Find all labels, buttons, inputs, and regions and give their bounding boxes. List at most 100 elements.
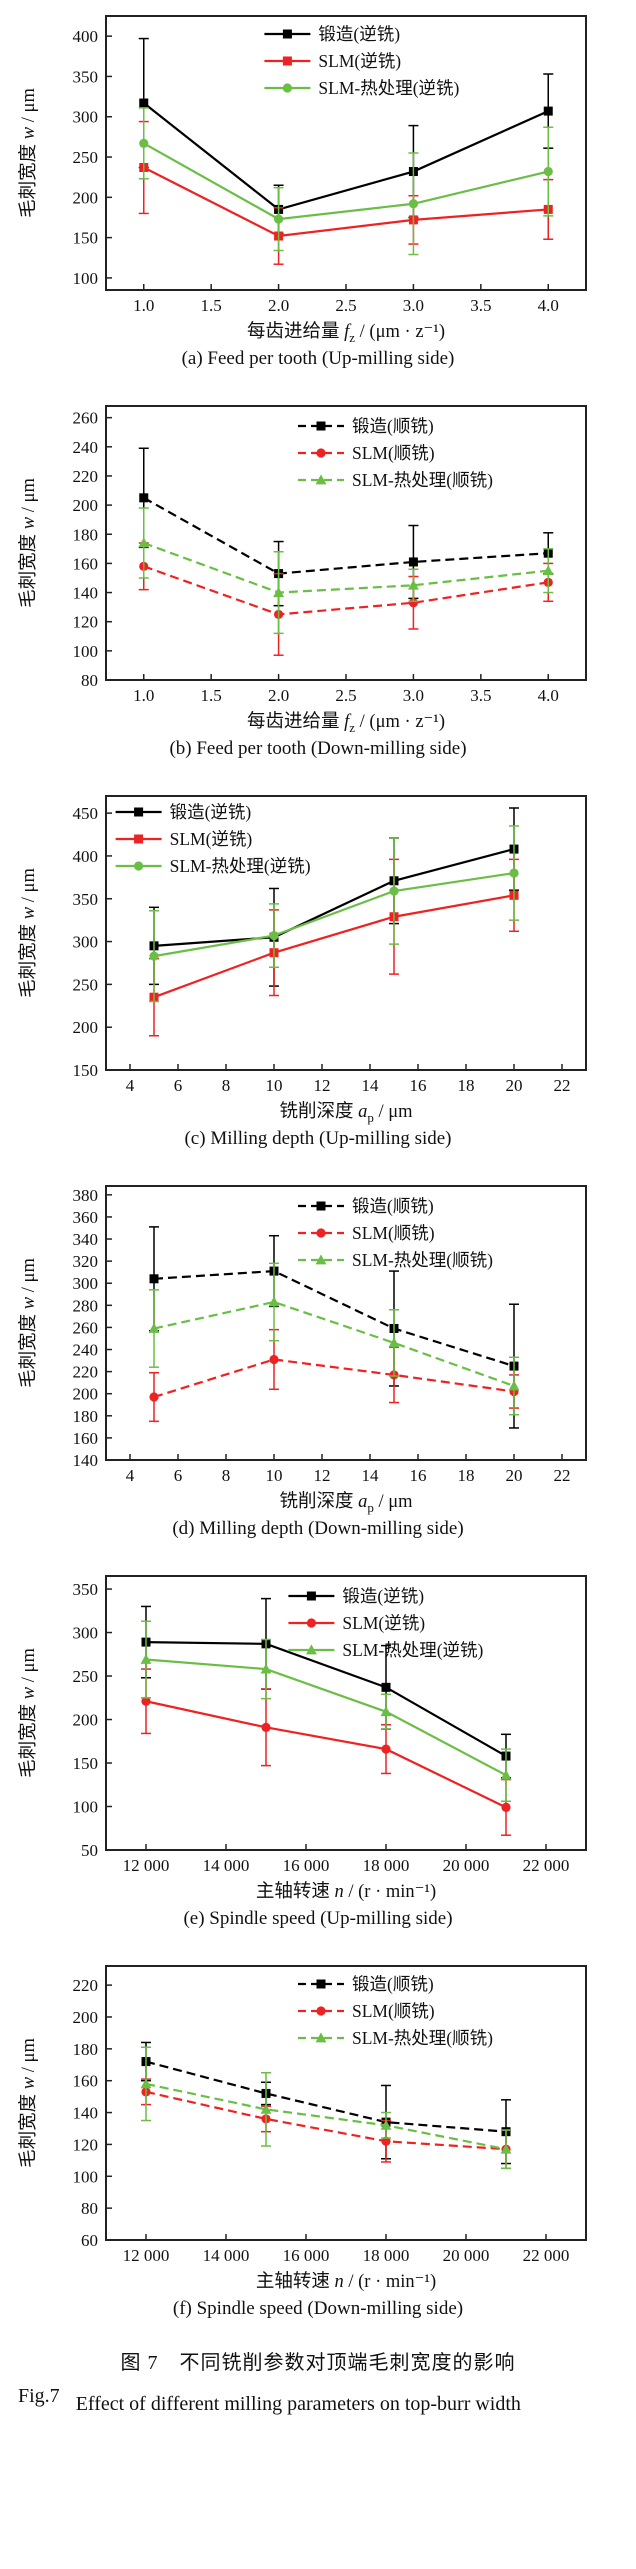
svg-text:18 000: 18 000 [363,1856,410,1875]
svg-text:150: 150 [73,229,99,248]
svg-text:每齿进给量 fz / (μm · z⁻¹): 每齿进给量 fz / (μm · z⁻¹) [247,321,445,345]
svg-text:100: 100 [73,1798,99,1817]
svg-text:6: 6 [174,1466,183,1485]
svg-text:14: 14 [362,1466,380,1485]
svg-text:140: 140 [73,584,99,603]
svg-text:200: 200 [73,1385,99,1404]
svg-text:100: 100 [73,642,99,661]
svg-text:锻造(顺铣): 锻造(顺铣) [352,416,434,436]
svg-text:SLM-热处理(逆铣): SLM-热处理(逆铣) [342,1640,483,1660]
svg-text:18: 18 [458,1466,475,1485]
svg-text:锻造(逆铣): 锻造(逆铣) [170,802,252,822]
svg-text:14 000: 14 000 [203,1856,250,1875]
svg-text:锻造(顺铣): 锻造(顺铣) [352,1196,434,1216]
svg-text:4.0: 4.0 [538,296,559,315]
svg-text:80: 80 [81,2199,98,2218]
svg-text:300: 300 [73,108,99,127]
svg-text:16 000: 16 000 [283,2246,330,2265]
svg-text:SLM(顺铣): SLM(顺铣) [352,443,435,463]
svg-text:18: 18 [458,1076,475,1095]
svg-text:2.5: 2.5 [335,296,356,315]
svg-text:22 000: 22 000 [523,2246,570,2265]
svg-text:毛刺宽度 w / μm: 毛刺宽度 w / μm [18,1258,39,1388]
svg-text:SLM(顺铣): SLM(顺铣) [352,2001,435,2021]
svg-text:80: 80 [81,671,98,690]
svg-text:200: 200 [73,188,99,207]
chart-e-figure: 12 000 14 000 16 000 18 000 20 000 22 000 50 10… [8,1566,628,1930]
chart-a-caption: (a) Feed per tooth (Up-milling side) [181,348,455,369]
svg-text:每齿进给量 fz / (μm · z⁻¹): 每齿进给量 fz / (μm · z⁻¹) [247,711,445,735]
svg-text:14 000: 14 000 [203,2246,250,2265]
svg-text:350: 350 [73,1580,99,1599]
svg-text:450: 450 [73,804,99,823]
svg-text:铣削深度 ap / μm: 铣削深度 ap / μm [279,1101,413,1125]
figure-caption-en-text: Effect of different milling parameters o… [75,2393,521,2415]
chart-d-canvas: 4 6 8 10 12 14 16 18 20 22 140 160 180 200 220 240 260 28… [18,1185,587,1515]
svg-text:4.0: 4.0 [538,686,559,705]
svg-text:220: 220 [73,1363,99,1382]
chart-e-canvas: 12 000 14 000 16 000 18 000 20 000 22 000 50 10… [18,1575,587,1902]
svg-text:140: 140 [73,2104,99,2123]
svg-text:350: 350 [73,890,99,909]
svg-text:220: 220 [73,1976,99,1995]
chart-b-figure: 1.0 1.5 2.0 2.5 3.0 3.5 4.0 80 100 120 140 160 180 20… [8,396,628,760]
chart-c-figure: 4 6 8 10 12 14 16 18 20 22 150 200 250 300 350 400 450 铣削… [8,786,628,1150]
svg-text:250: 250 [73,1667,99,1686]
chart-c-caption: (c) Milling depth (Up-milling side) [184,1128,452,1149]
svg-text:380: 380 [73,1186,99,1205]
svg-text:毛刺宽度 w / μm: 毛刺宽度 w / μm [18,1648,39,1778]
svg-text:350: 350 [73,67,99,86]
svg-text:SLM-热处理(顺铣): SLM-热处理(顺铣) [352,1250,493,1270]
svg-text:SLM(顺铣): SLM(顺铣) [352,1223,435,1243]
svg-text:1.5: 1.5 [201,686,222,705]
svg-text:120: 120 [73,2135,99,2154]
svg-text:200: 200 [73,2008,99,2027]
svg-text:SLM(逆铣): SLM(逆铣) [318,51,401,71]
svg-text:16: 16 [410,1076,427,1095]
svg-text:50: 50 [81,1841,98,1860]
svg-text:SLM-热处理(顺铣): SLM-热处理(顺铣) [352,470,493,490]
svg-text:2.0: 2.0 [268,296,289,315]
svg-text:20: 20 [506,1466,523,1485]
svg-text:260: 260 [73,409,99,428]
svg-text:1.5: 1.5 [201,296,222,315]
chart-d-caption: (d) Milling depth (Down-milling side) [172,1518,464,1539]
svg-text:200: 200 [73,496,99,515]
svg-text:320: 320 [73,1252,99,1271]
svg-text:180: 180 [73,1407,99,1426]
chart-f-figure: 12 000 14 000 16 000 18 000 20 000 22 000 60 80… [8,1956,628,2320]
chart-a-canvas: 1.0 1.5 2.0 2.5 3.0 3.5 4.0 100 150 200 250 300 350 4… [18,15,587,345]
svg-text:180: 180 [73,2040,99,2059]
svg-text:锻造(逆铣): 锻造(逆铣) [342,1586,424,1606]
svg-text:12 000: 12 000 [123,2246,170,2265]
svg-text:400: 400 [73,27,99,46]
svg-text:60: 60 [81,2231,98,2250]
figure-caption-en: Fig.7 Effect of different milling parame… [18,2385,618,2423]
svg-text:340: 340 [73,1230,99,1249]
svg-text:SLM(逆铣): SLM(逆铣) [170,829,253,849]
svg-text:14: 14 [362,1076,380,1095]
svg-text:20: 20 [506,1076,523,1095]
svg-text:12: 12 [314,1466,331,1485]
svg-text:300: 300 [73,1274,99,1293]
svg-text:240: 240 [73,1341,99,1360]
chart-a-figure: 1.0 1.5 2.0 2.5 3.0 3.5 4.0 100 150 200 250 300 350 4… [8,6,628,370]
chart-b-canvas: 1.0 1.5 2.0 2.5 3.0 3.5 4.0 80 100 120 140 160 180 20… [18,405,587,735]
svg-text:SLM(逆铣): SLM(逆铣) [342,1613,425,1633]
svg-text:3.5: 3.5 [470,296,491,315]
svg-text:120: 120 [73,613,99,632]
svg-text:SLM-热处理(逆铣): SLM-热处理(逆铣) [318,78,459,98]
svg-text:8: 8 [222,1076,231,1095]
svg-text:22: 22 [554,1466,571,1485]
svg-text:250: 250 [73,148,99,167]
svg-text:10: 10 [266,1466,283,1485]
svg-text:16: 16 [410,1466,427,1485]
chart-d-figure: 4 6 8 10 12 14 16 18 20 22 140 160 180 200 220 240 260 28… [8,1176,628,1540]
svg-text:250: 250 [73,975,99,994]
svg-text:180: 180 [73,525,99,544]
svg-text:4: 4 [126,1466,135,1485]
svg-text:8: 8 [222,1466,231,1485]
svg-text:3.5: 3.5 [470,686,491,705]
svg-text:300: 300 [73,1624,99,1643]
svg-text:6: 6 [174,1076,183,1095]
